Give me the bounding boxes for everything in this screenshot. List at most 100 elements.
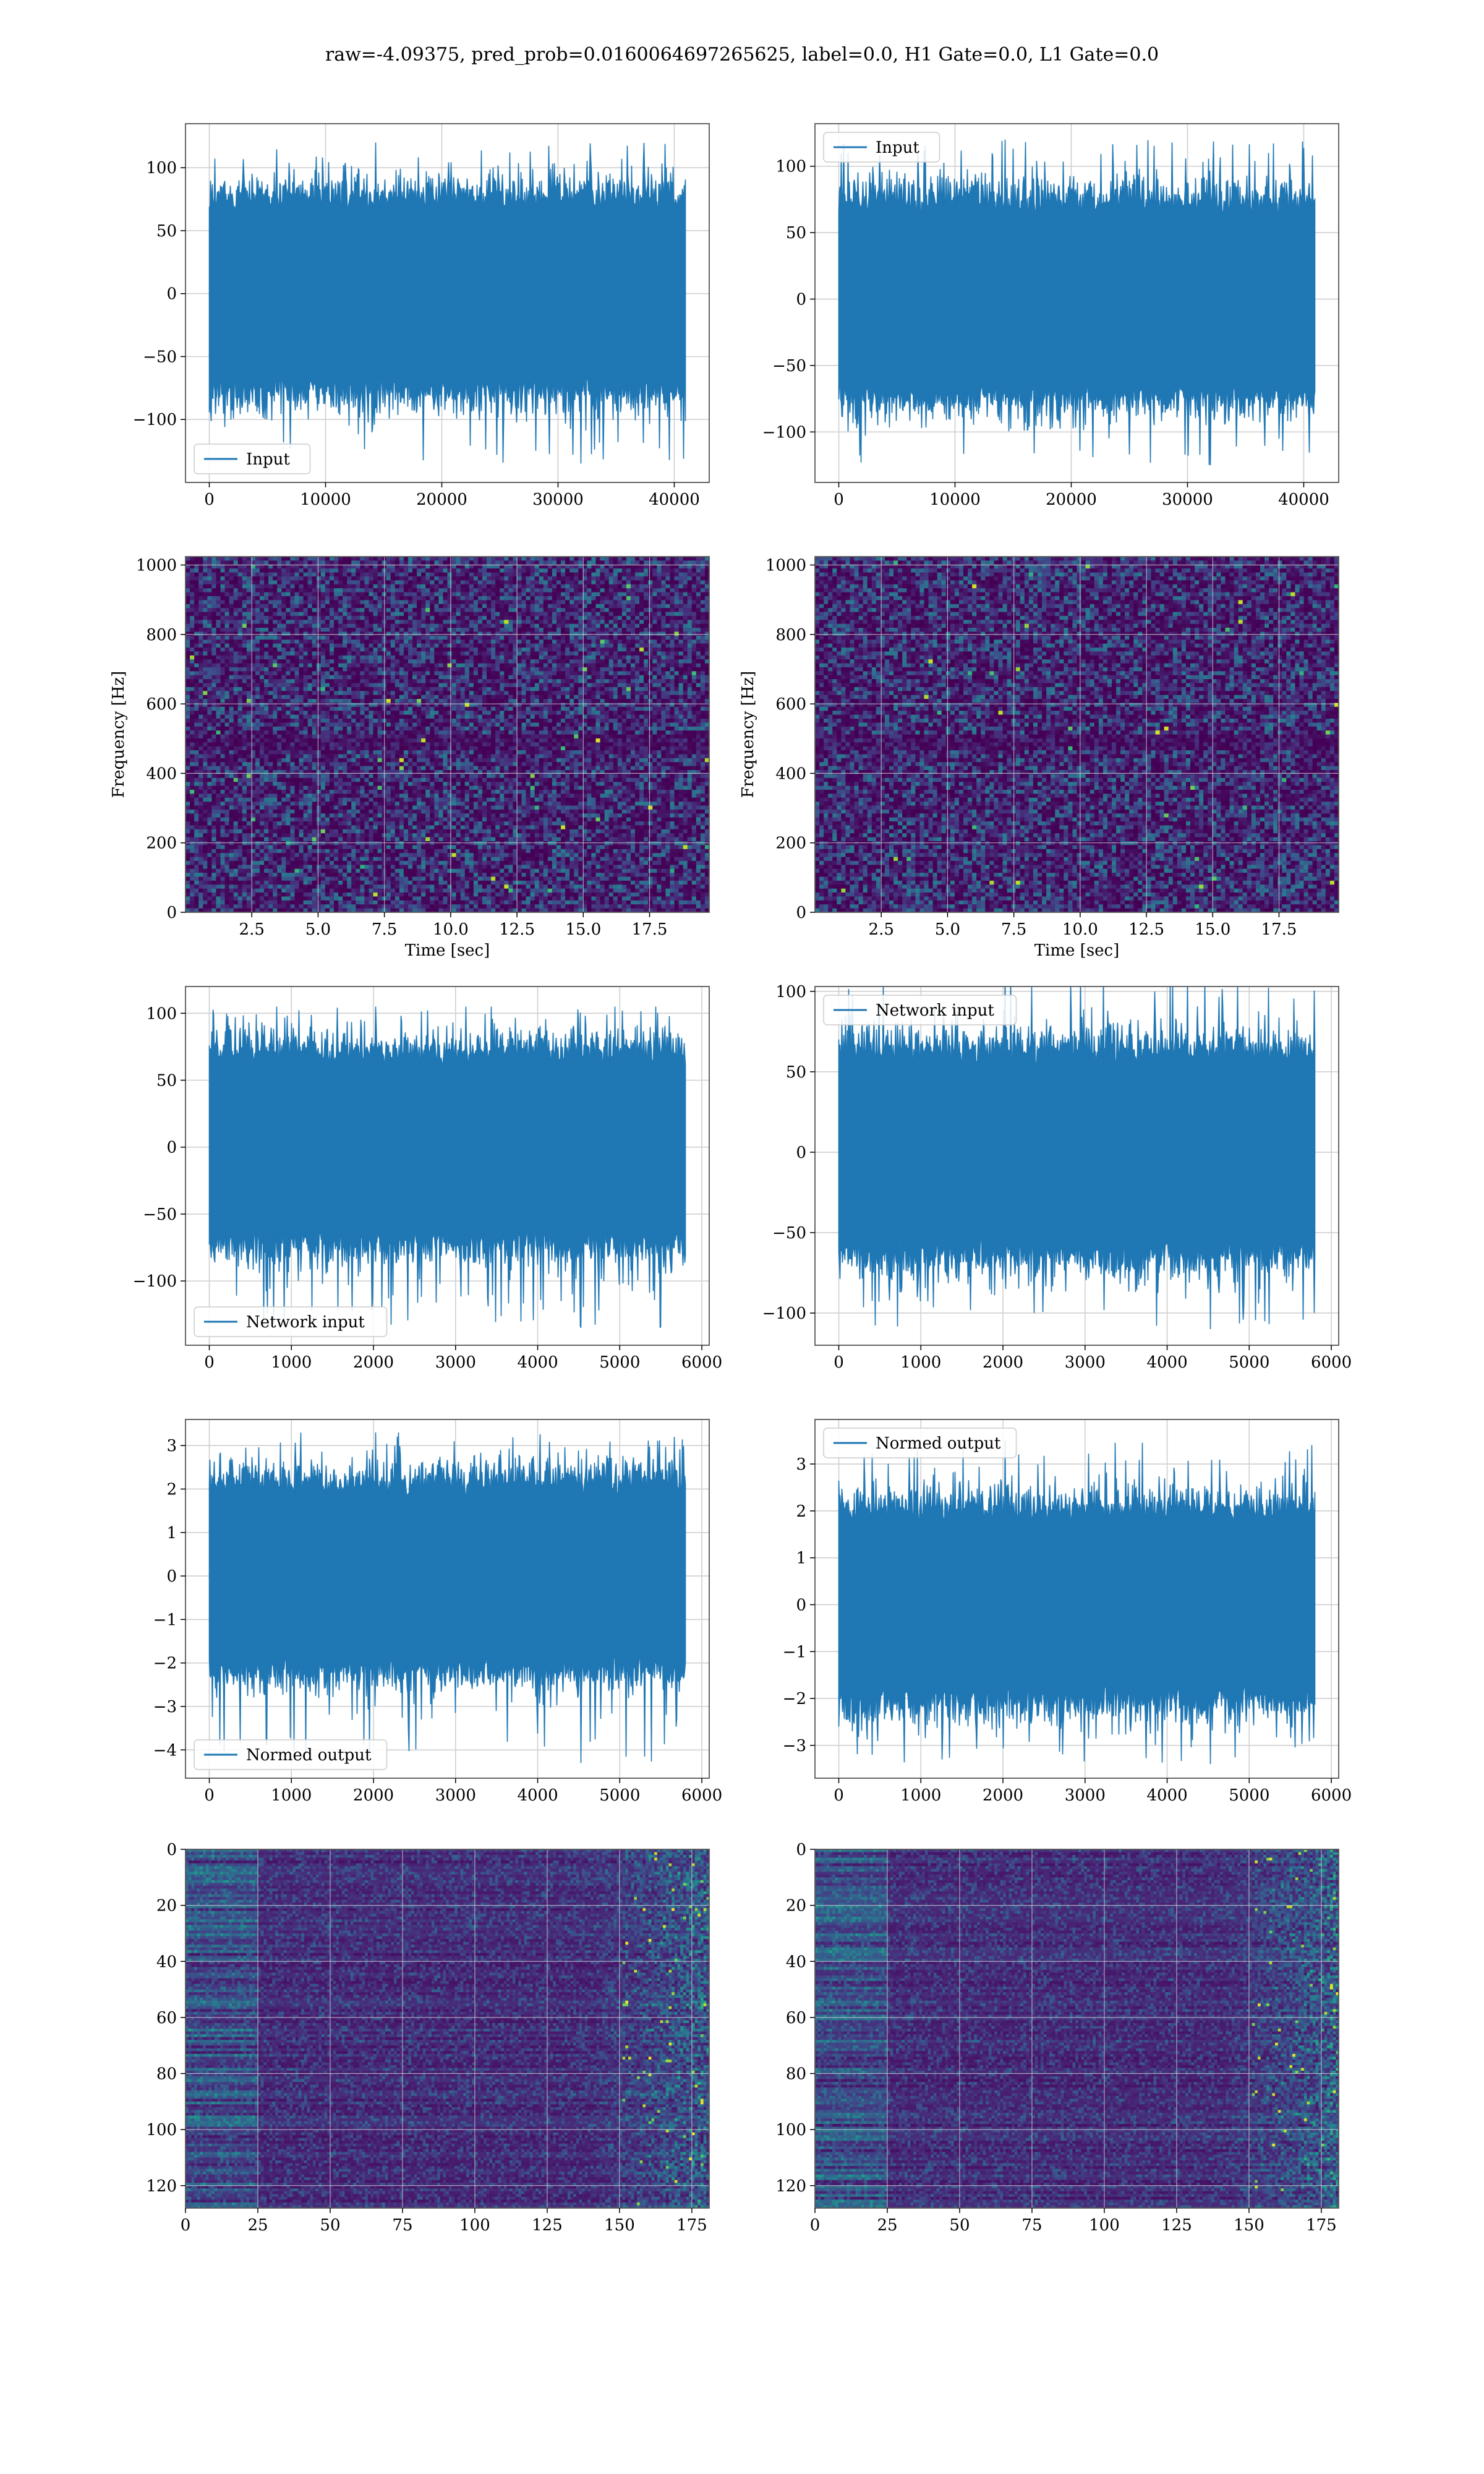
y-tick-label: −50: [143, 348, 177, 366]
y-tick-label: −50: [143, 1205, 177, 1224]
y-tick-label: 1: [796, 1549, 806, 1568]
y-tick-label: 600: [775, 695, 806, 714]
y-tick-label: 60: [156, 2009, 177, 2027]
series-line-input: [839, 140, 1315, 465]
x-tick-label: 25: [247, 2216, 268, 2235]
series-line-network-input: [839, 972, 1315, 1329]
y-tick-label: 400: [775, 764, 806, 783]
y-axis-label: Frequency [Hz]: [739, 671, 757, 798]
y-tick-label: −3: [783, 1737, 806, 1755]
y-tick-label: −1: [153, 1611, 177, 1629]
x-tick-label: 10000: [929, 490, 981, 509]
y-tick-label: 800: [146, 626, 177, 644]
y-tick-label: 3: [166, 1437, 177, 1455]
x-tick-label: 5.0: [305, 920, 331, 939]
x-tick-label: 4000: [517, 1786, 558, 1805]
x-tick-label: 3000: [435, 1786, 476, 1805]
y-tick-label: 50: [786, 224, 806, 242]
y-tick-label: 50: [156, 222, 177, 241]
x-tick-label: 125: [1161, 2216, 1192, 2235]
panel-row2-right: 2.5 5.0 7.5 10.0 12.5 15.0 17.5020040060080010…: [739, 556, 1339, 960]
legend: Input: [194, 444, 310, 474]
x-tick-label: 5000: [1229, 1353, 1269, 1372]
x-tick-label: 5000: [599, 1786, 640, 1805]
x-tick-label: 0: [204, 1786, 215, 1805]
x-tick-label: 6000: [681, 1353, 722, 1372]
y-tick-label: 120: [146, 2177, 177, 2196]
x-tick-label: 10.0: [1062, 920, 1098, 939]
series-line-normed-output: [210, 1432, 686, 1763]
x-axis-label: Time [sec]: [405, 941, 490, 960]
panel-row2-left: 2.5 5.0 7.5 10.0 12.5 15.0 17.5020040060080010…: [109, 556, 710, 960]
legend: Input: [824, 132, 940, 162]
y-tick-label: 600: [146, 695, 177, 714]
y-tick-label: −1: [783, 1643, 806, 1661]
legend-label: Network input: [246, 1313, 365, 1332]
y-tick-label: 120: [775, 2177, 806, 2196]
y-tick-label: −100: [133, 1272, 177, 1291]
x-tick-label: 10000: [300, 490, 351, 509]
x-tick-label: 1000: [271, 1786, 312, 1805]
x-axis-label: Time [sec]: [1034, 941, 1120, 960]
figure-suptitle: raw=-4.09375, pred_prob=0.01600646972656…: [325, 44, 1159, 66]
x-tick-label: 7.5: [1001, 920, 1026, 939]
x-tick-label: 100: [459, 2216, 490, 2235]
x-tick-label: 2000: [983, 1353, 1023, 1372]
y-tick-label: 800: [775, 626, 806, 644]
panel-row3-left: 0 1000 2000 3000 4000 5000 6000−100−50050100Ne…: [133, 987, 723, 1372]
x-tick-label: 175: [676, 2216, 707, 2235]
x-tick-label: 0: [181, 2216, 191, 2235]
legend-label: Network input: [876, 1001, 994, 1020]
legend-label: Normed output: [246, 1746, 372, 1765]
x-tick-label: 30000: [532, 490, 584, 509]
x-tick-label: 0: [834, 490, 844, 509]
legend: Normed output: [824, 1428, 1017, 1458]
panel-row4-left: 0 1000 2000 3000 4000 5000 6000−4−3−2−10123Nor…: [153, 1419, 722, 1805]
panel-row4-right: 0 1000 2000 3000 4000 5000 6000−3−2−10123Norme…: [783, 1419, 1352, 1805]
y-tick-label: 0: [166, 1139, 177, 1157]
x-tick-label: 75: [392, 2216, 412, 2235]
y-tick-label: 2: [796, 1502, 806, 1521]
x-tick-label: 3000: [1065, 1353, 1106, 1372]
y-tick-label: 3: [796, 1455, 806, 1474]
x-tick-label: 40000: [649, 490, 700, 509]
x-tick-label: 5000: [1229, 1786, 1269, 1805]
x-tick-label: 125: [532, 2216, 563, 2235]
x-tick-label: 1000: [900, 1786, 941, 1805]
x-tick-label: 3000: [435, 1353, 476, 1372]
legend-label: Input: [246, 450, 290, 469]
x-tick-label: 4000: [1146, 1786, 1187, 1805]
y-tick-label: 1000: [136, 556, 177, 575]
y-tick-label: 200: [775, 834, 806, 853]
y-tick-label: −4: [153, 1741, 177, 1760]
x-tick-label: 2000: [353, 1353, 394, 1372]
legend: Network input: [824, 995, 1017, 1025]
x-tick-label: 3000: [1065, 1786, 1106, 1805]
y-tick-label: 20: [786, 1897, 806, 1915]
y-tick-label: 1000: [765, 556, 806, 575]
x-tick-label: 40000: [1278, 490, 1329, 509]
x-tick-label: 1000: [900, 1353, 941, 1372]
y-tick-label: 50: [156, 1071, 177, 1090]
x-tick-label: 6000: [1311, 1353, 1352, 1372]
x-tick-label: 0: [204, 1353, 215, 1372]
y-tick-label: 80: [786, 2065, 806, 2084]
y-tick-label: 100: [146, 2121, 177, 2139]
x-tick-label: 175: [1306, 2216, 1337, 2235]
y-tick-label: 0: [796, 904, 806, 922]
y-tick-label: 20: [156, 1897, 177, 1915]
x-tick-label: 20000: [1046, 490, 1097, 509]
y-tick-label: −2: [153, 1654, 177, 1673]
y-tick-label: 50: [786, 1063, 806, 1082]
y-tick-label: 100: [146, 1004, 177, 1023]
y-tick-label: 0: [166, 1567, 177, 1586]
y-tick-label: 40: [786, 1953, 806, 1971]
panels-group: 0 10000 20000 30000 40000−100−50050100Input0…: [109, 124, 1352, 2235]
y-tick-label: 100: [775, 983, 806, 1001]
x-tick-label: 2000: [353, 1786, 394, 1805]
y-tick-label: 80: [156, 2065, 177, 2084]
x-tick-label: 4000: [517, 1353, 558, 1372]
x-tick-label: 6000: [1311, 1786, 1352, 1805]
x-tick-label: 50: [949, 2216, 970, 2235]
